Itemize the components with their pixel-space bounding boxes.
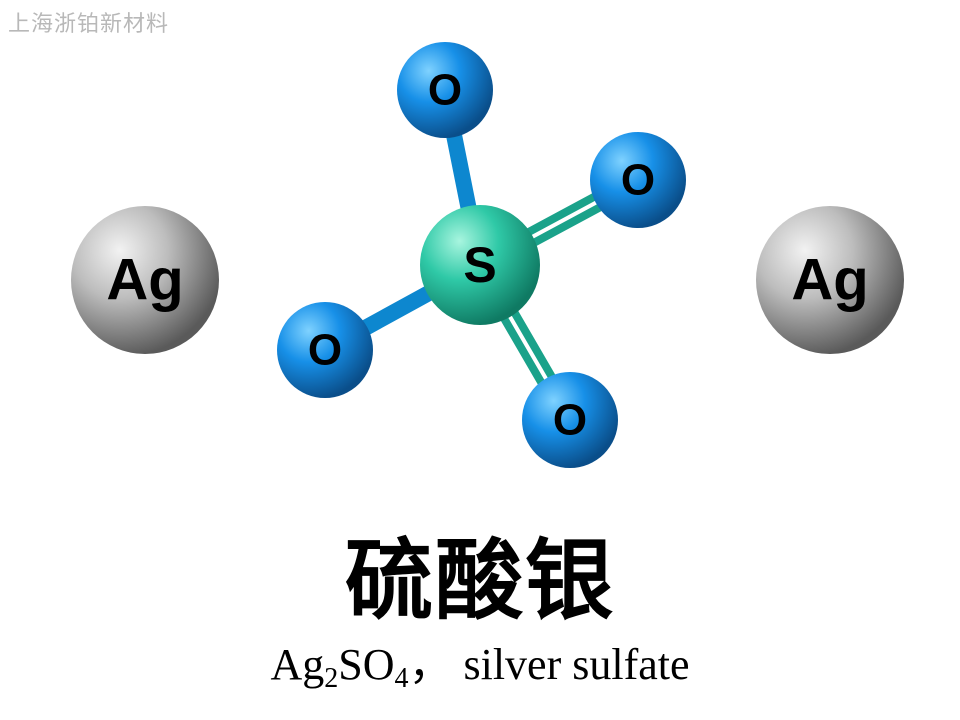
- atom-layer: Ag Ag S O O O O: [71, 42, 904, 468]
- atom-label: O: [553, 396, 587, 445]
- atom-label: Ag: [791, 248, 868, 313]
- atom-label: O: [308, 326, 342, 375]
- atom-O_right: O: [590, 132, 686, 228]
- atom-label: O: [428, 66, 462, 115]
- atom-S: S: [420, 205, 540, 325]
- atom-label: O: [621, 156, 655, 205]
- compound-formula-en: Ag2SO4， silver sulfate: [0, 628, 960, 692]
- atom-O_top: O: [397, 42, 493, 138]
- atom-label: S: [463, 237, 496, 293]
- atom-O_left: O: [277, 302, 373, 398]
- atom-Ag_left: Ag: [71, 206, 219, 354]
- compound-name-cn: 硫酸银: [0, 510, 960, 637]
- atom-Ag_right: Ag: [756, 206, 904, 354]
- atom-label: Ag: [106, 248, 183, 313]
- atom-O_bottom: O: [522, 372, 618, 468]
